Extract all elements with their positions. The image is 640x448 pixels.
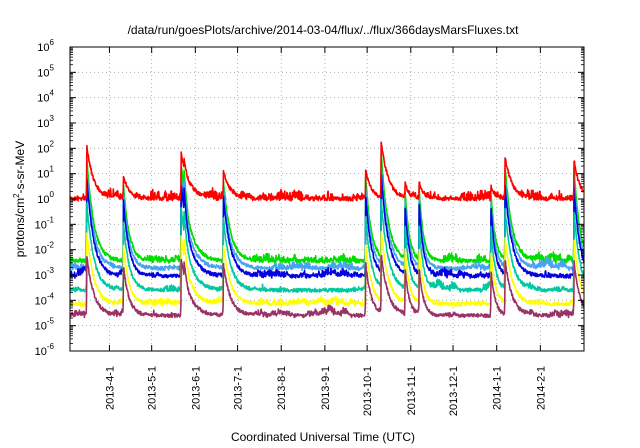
x-tick-label: 2014-1-1 xyxy=(492,366,504,410)
x-axis: 2013-4-1 2013-5-1 2013-6-1 2013-7-1 2013-8-1… xyxy=(104,47,547,416)
y-tick-label: 10-5 xyxy=(35,317,55,333)
y-tick-label: 10-6 xyxy=(35,342,55,358)
y-tick-label: 101 xyxy=(37,165,54,181)
y-tick-label: 10-2 xyxy=(35,241,55,257)
y-tick-label: 10-4 xyxy=(35,291,55,307)
y-tick-label: 104 xyxy=(37,89,54,105)
series-line xyxy=(69,254,585,319)
y-label-sup: 2 xyxy=(12,193,21,198)
y-tick-label: 10-1 xyxy=(35,215,55,231)
series-layer xyxy=(69,141,585,319)
y-tick-label: 102 xyxy=(37,139,54,155)
y-label-base: protons/cm xyxy=(13,198,27,257)
series-line xyxy=(69,165,585,272)
y-tick-label: 10-3 xyxy=(35,266,55,282)
y-axis: 10-6 10-5 10-4 10-3 10-2 10-1 100 101 102 103 104 1… xyxy=(35,38,584,358)
x-tick-label: 2013-10-1 xyxy=(362,366,374,416)
x-tick-label: 2013-11-1 xyxy=(406,366,418,415)
x-tick-label: 2013-7-1 xyxy=(233,366,245,410)
x-tick-label: 2014-2-1 xyxy=(535,366,547,410)
series-line xyxy=(69,173,585,279)
chart-title: /data/run/goesPlots/archive/2014-03-04/f… xyxy=(128,23,520,37)
y-axis-label: protons/cm2-s-sr-MeV xyxy=(12,141,27,257)
x-tick-label: 2013-6-1 xyxy=(190,366,202,410)
y-tick-label: 106 xyxy=(37,38,54,54)
y-tick-label: 100 xyxy=(37,190,54,206)
series-line xyxy=(69,230,585,307)
x-tick-label: 2013-8-1 xyxy=(276,366,288,410)
series-line xyxy=(69,141,585,202)
x-tick-label: 2013-5-1 xyxy=(147,366,159,410)
series-line xyxy=(69,152,585,264)
y-tick-label: 105 xyxy=(37,63,54,79)
y-label-rest: -s-sr-MeV xyxy=(13,141,27,194)
x-axis-label: Coordinated Universal Time (UTC) xyxy=(231,430,415,444)
series-line xyxy=(69,198,585,293)
x-tick-label: 2013-9-1 xyxy=(320,366,332,410)
x-tick-label: 2013-4-1 xyxy=(104,366,116,410)
x-tick-label: 2013-12-1 xyxy=(448,366,460,416)
y-tick-label: 103 xyxy=(37,114,54,130)
